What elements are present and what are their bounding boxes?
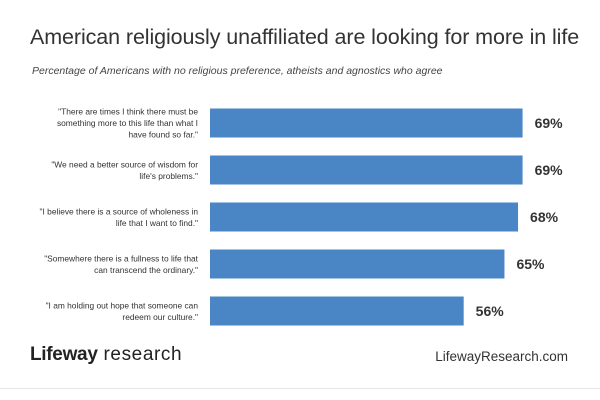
category-label-line: life that I want to find." — [116, 218, 198, 228]
footer-divider — [0, 388, 600, 389]
category-label-line: can transcend the ordinary." — [94, 265, 198, 275]
value-label: 68% — [530, 209, 559, 225]
category-label-line: "We need a better source of wisdom for — [51, 159, 198, 169]
category-label-line: "Somewhere there is a fullness to life t… — [44, 253, 198, 263]
category-label: "Somewhere there is a fullness to life t… — [44, 253, 198, 275]
value-label: 69% — [535, 162, 564, 178]
chart-subtitle: Percentage of Americans with no religiou… — [32, 65, 443, 77]
category-label-line: life's problems." — [139, 171, 198, 181]
bar — [210, 108, 523, 138]
category-label-line: something more to this life than what I — [57, 118, 198, 128]
category-label-line: "I am holding out hope that someone can — [46, 300, 199, 310]
category-label-line: redeem our culture." — [122, 312, 198, 322]
value-label: 69% — [535, 115, 564, 131]
category-label: "I am holding out hope that someone can r… — [46, 300, 199, 322]
bar — [210, 155, 523, 185]
bar — [210, 249, 505, 279]
bar — [210, 296, 464, 326]
value-label: 65% — [516, 256, 545, 272]
value-label: 56% — [476, 303, 505, 319]
bar — [210, 202, 519, 232]
category-label: "There are times I think there must be so… — [57, 107, 198, 140]
category-label: "I believe there is a source of wholenes… — [40, 206, 199, 228]
logo-suffix: research — [97, 344, 183, 365]
chart-title: American religiously unaffiliated are lo… — [30, 25, 580, 49]
category-label: "We need a better source of wisdom for li… — [51, 159, 198, 181]
footer-url: LifewayResearch.com — [435, 349, 568, 364]
category-label-line: "There are times I think there must be — [58, 107, 198, 117]
category-label-line: have found so far." — [128, 130, 198, 140]
lifeway-research-logo: Lifeway research — [30, 344, 182, 366]
category-label-line: "I believe there is a source of wholenes… — [40, 206, 199, 216]
logo-brand: Lifeway — [30, 344, 98, 365]
